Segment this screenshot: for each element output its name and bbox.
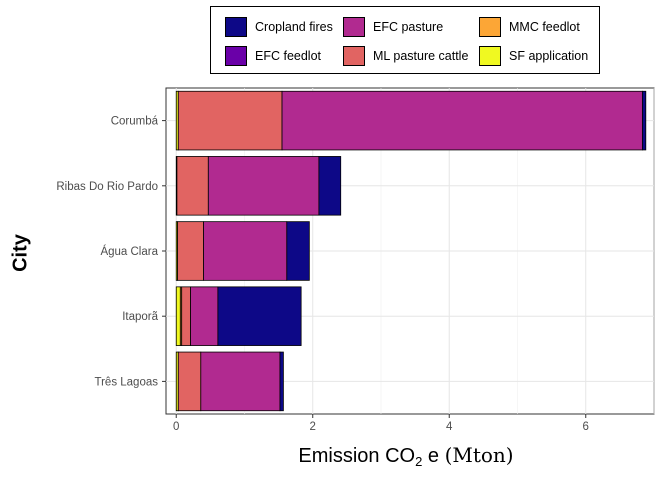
bar-segment [177, 351, 202, 412]
x-tick-labels: 0 2 4 6 [173, 421, 589, 433]
bar-segment [286, 221, 310, 281]
y-axis-label: City [9, 234, 32, 272]
x-axis-label-subscript: 2 [415, 454, 423, 469]
bar-segment [175, 286, 181, 346]
y-tick-label: Três Lagoas [95, 376, 159, 388]
bar-segment [217, 286, 302, 346]
y-tick-label: Corumbá [111, 116, 159, 128]
bar-segment [176, 156, 209, 216]
y-tick-label: Ribas Do Rio Pardo [56, 181, 158, 193]
bar-segment [181, 286, 191, 346]
x-axis-label-rest: e [422, 445, 445, 467]
legend-key [479, 17, 501, 37]
bars [175, 90, 647, 412]
bar-segment [281, 90, 643, 151]
legend-label: Cropland fires [255, 20, 333, 34]
legend-item: EFC feedlot [225, 45, 321, 67]
x-tick-label: 6 [583, 421, 589, 433]
legend-label: SF application [509, 49, 589, 63]
y-tick-labels: Corumbá Ribas Do Rio Pardo Água Clara Itapo… [56, 116, 158, 389]
legend-key [343, 17, 365, 37]
legend-label: EFC feedlot [255, 49, 322, 63]
y-tick-label: Itaporã [122, 311, 158, 323]
x-axis-label-main: Emission CO [298, 445, 416, 467]
legend-key [225, 46, 247, 66]
x-tick-label: 2 [310, 421, 316, 433]
bar-segment [318, 156, 342, 216]
bar-segment [190, 286, 219, 346]
legend-item: ML pasture cattle [343, 45, 468, 67]
legend-item: EFC pasture [343, 16, 443, 38]
bar-segment [200, 351, 281, 412]
legend-key [225, 17, 247, 37]
bar-segment [279, 351, 284, 412]
legend-label: MMC feedlot [509, 20, 580, 34]
legend-label: EFC pasture [373, 20, 444, 34]
bar-segment [203, 221, 288, 281]
x-tick-label: 4 [446, 421, 453, 433]
bar-segment [177, 90, 283, 151]
legend-item: SF application [479, 45, 588, 67]
legend-key [479, 46, 501, 66]
legend-item: Cropland fires [225, 16, 333, 38]
legend: Cropland fires EFC feedlot EFC pasture ML p… [210, 6, 600, 74]
bar-segment [177, 221, 204, 281]
legend-label: ML pasture cattle [373, 49, 469, 63]
bar-segment [207, 156, 320, 216]
x-axis-label: Emission CO2 e (Mton) [298, 443, 513, 469]
y-tick-label: Água Clara [100, 245, 158, 258]
legend-key [343, 46, 365, 66]
x-axis-label-unit: (Mton) [444, 443, 514, 467]
bar-segment [641, 90, 647, 151]
legend-item: MMC feedlot [479, 16, 580, 38]
x-tick-label: 0 [173, 421, 179, 433]
